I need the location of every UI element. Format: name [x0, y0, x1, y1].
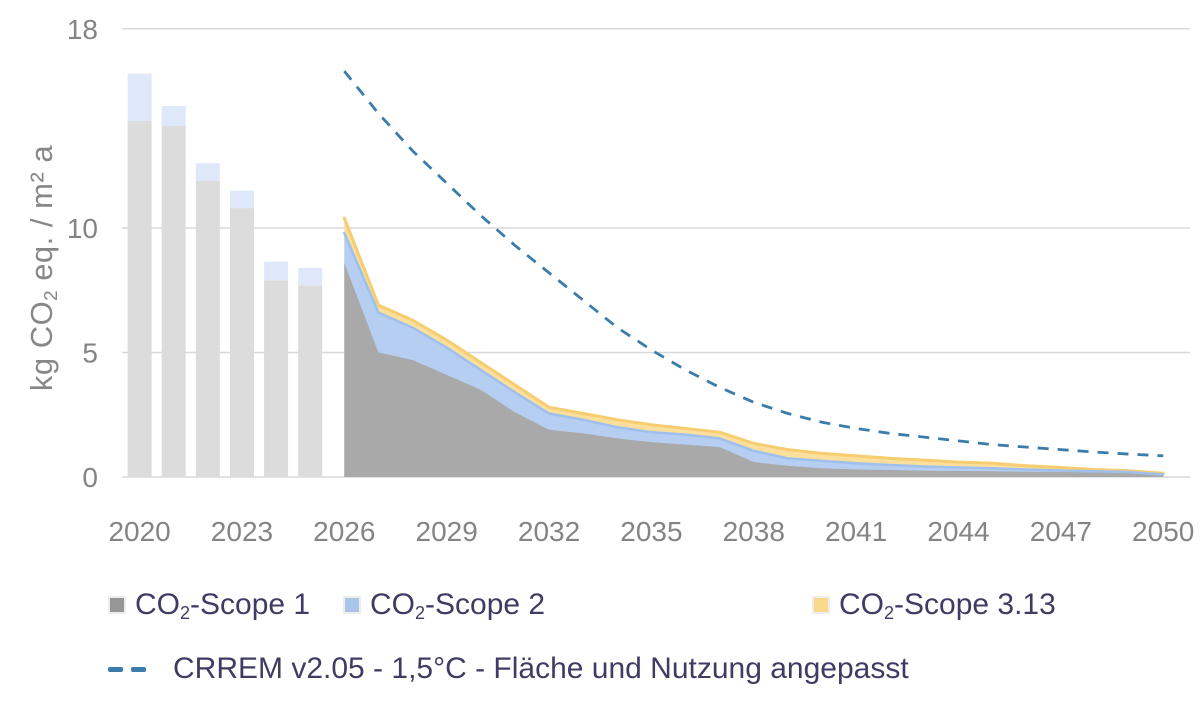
svg-text:2023: 2023	[211, 516, 273, 547]
scope2-swatch-icon	[343, 596, 361, 614]
scope3-swatch-icon	[812, 596, 830, 614]
x-axis-labels: 2020 2023 2026 2029 2032 2035 2038 2041 2044 2047…	[108, 516, 1194, 547]
y-axis-title-post: eq. / m² a	[24, 144, 59, 290]
dashed-line-icon	[131, 666, 146, 672]
dashed-line-icon	[108, 666, 123, 672]
legend-item-scope3: CO2-Scope 3.13	[812, 588, 1056, 622]
svg-text:18: 18	[67, 14, 98, 45]
svg-text:2035: 2035	[620, 516, 682, 547]
legend-item-scope2: CO2-Scope 2	[343, 588, 545, 622]
y-axis-title-pre: kg CO	[24, 300, 59, 392]
scope1-swatch-icon	[108, 596, 126, 614]
y-axis-labels: 0 5 10 18	[67, 14, 98, 493]
legend-label-scope1: CO2-Scope 1	[135, 588, 311, 624]
svg-text:2026: 2026	[313, 516, 375, 547]
crrem-target-line	[343, 70, 1164, 458]
legend-label-scope2: CO2-Scope 2	[370, 588, 546, 624]
forecast-stacked-area	[342, 216, 1165, 478]
legend-item-scope1: CO2-Scope 1	[108, 588, 310, 622]
y-axis-title-sub: 2	[40, 289, 62, 301]
historical-bars	[127, 73, 323, 478]
svg-text:2041: 2041	[825, 516, 887, 547]
svg-text:2050: 2050	[1132, 516, 1194, 547]
legend-item-crrem-line: CRREM v2.05 - 1,5°C - Fläche und Nutzung…	[108, 652, 909, 686]
svg-text:0: 0	[82, 462, 98, 493]
svg-text:5: 5	[82, 338, 98, 369]
svg-text:2020: 2020	[108, 516, 170, 547]
legend-label-scope3: CO2-Scope 3.13	[839, 588, 1056, 624]
svg-text:2044: 2044	[927, 516, 989, 547]
svg-text:2047: 2047	[1030, 516, 1092, 547]
svg-text:2029: 2029	[416, 516, 478, 547]
svg-text:10: 10	[67, 213, 98, 244]
svg-text:2038: 2038	[723, 516, 785, 547]
legend-label-crrem: CRREM v2.05 - 1,5°C - Fläche und Nutzung…	[173, 652, 909, 685]
y-axis-title: kg CO2 eq. / m² a	[24, 144, 62, 392]
svg-text:2032: 2032	[518, 516, 580, 547]
